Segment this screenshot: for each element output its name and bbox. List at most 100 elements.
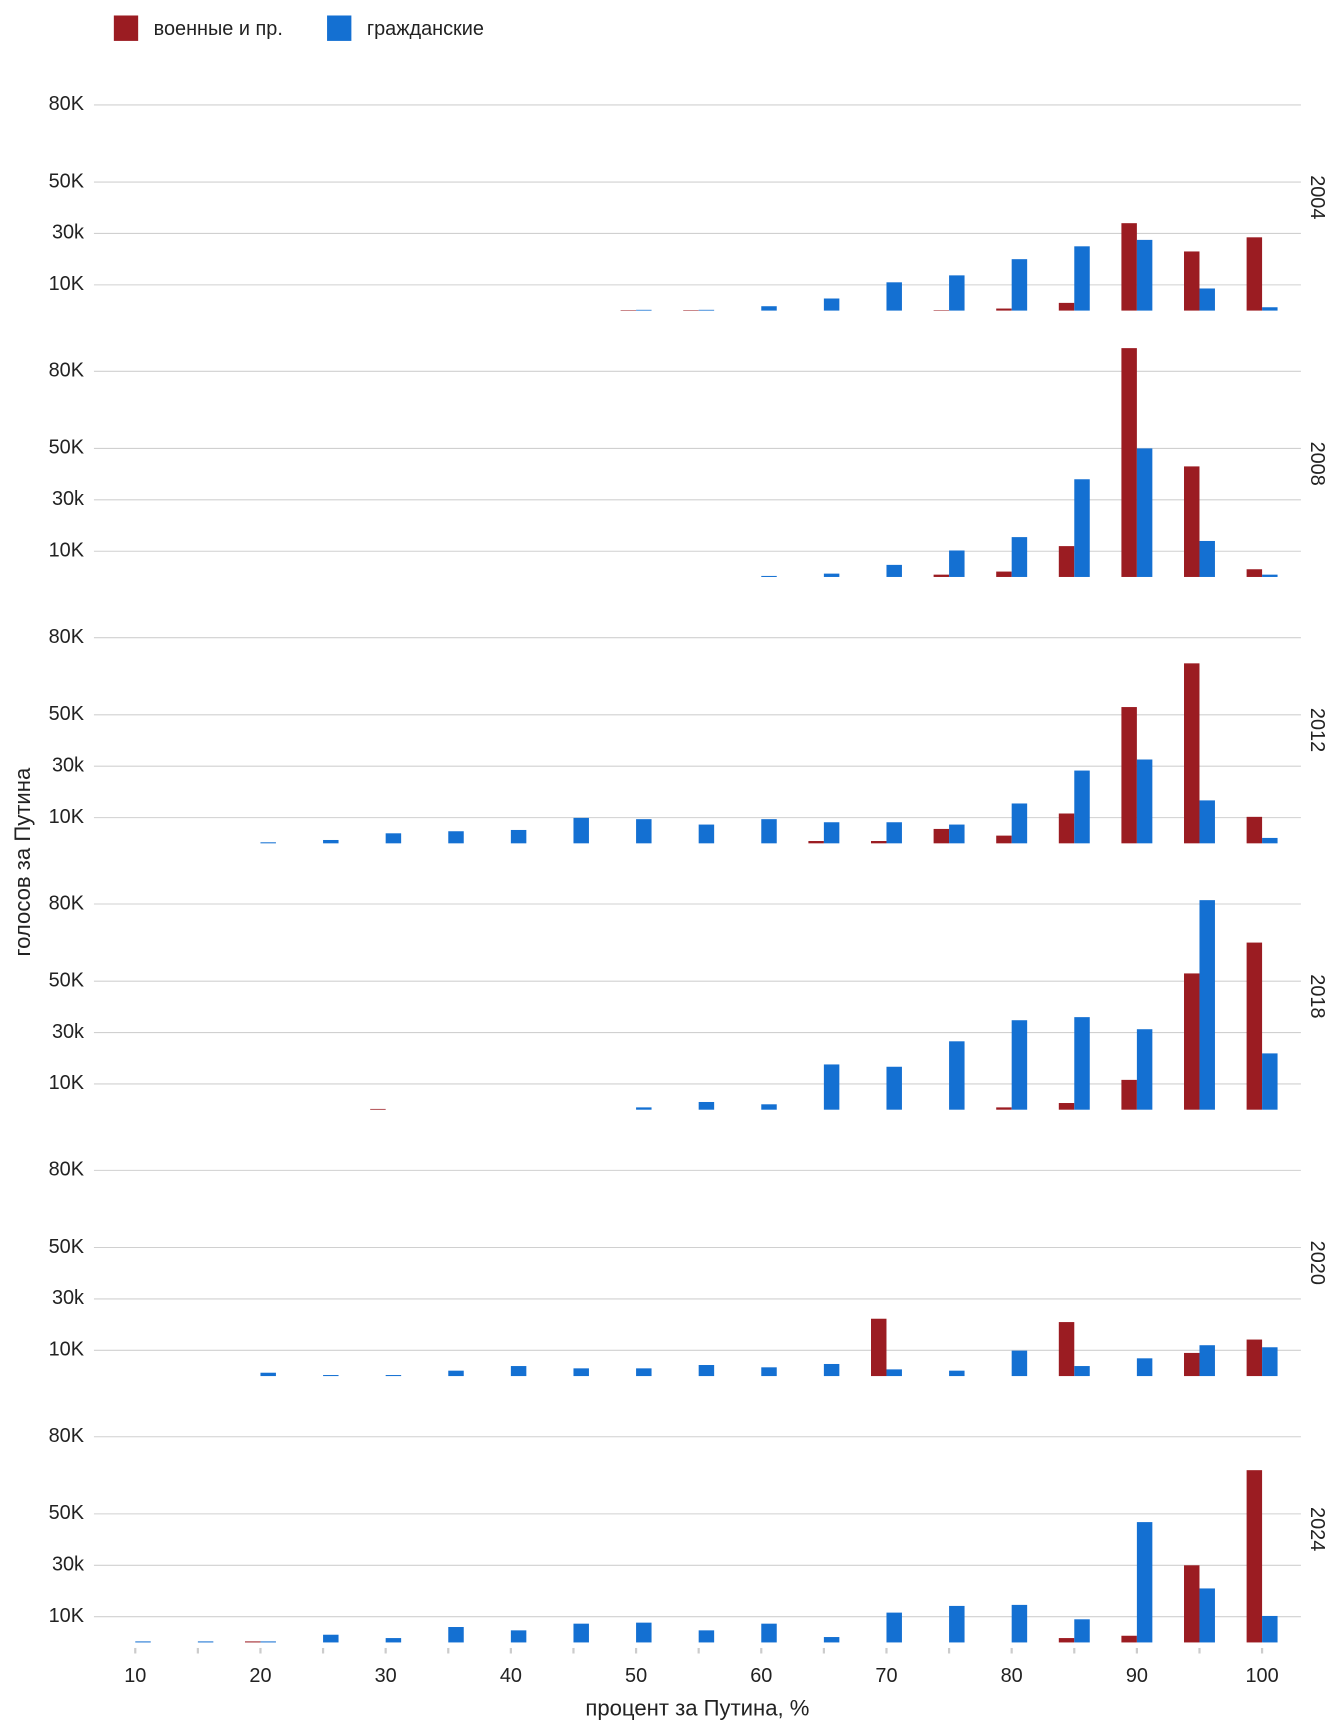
bar bbox=[1262, 307, 1278, 311]
bar bbox=[761, 1104, 777, 1110]
bar bbox=[1074, 1017, 1090, 1110]
y-tick-label: 30k bbox=[52, 222, 84, 244]
bar bbox=[1246, 1470, 1263, 1643]
bar bbox=[933, 574, 950, 577]
y-tick-label: 10K bbox=[49, 540, 85, 562]
y-tick-label: 10K bbox=[49, 1605, 85, 1627]
bar bbox=[620, 310, 637, 311]
bar bbox=[823, 1363, 840, 1377]
bar bbox=[1246, 942, 1263, 1110]
bar bbox=[1121, 348, 1137, 577]
bar bbox=[949, 1370, 965, 1377]
bar bbox=[1184, 973, 1200, 1110]
y-tick-label: 50K bbox=[49, 1502, 85, 1524]
y-tick-label: 80K bbox=[49, 1425, 85, 1447]
bar bbox=[1074, 1619, 1090, 1643]
bar bbox=[886, 282, 902, 311]
bar bbox=[1262, 1053, 1278, 1110]
bar bbox=[636, 1107, 652, 1110]
bar bbox=[260, 1372, 276, 1377]
bar bbox=[823, 298, 840, 311]
bar bbox=[1184, 663, 1200, 844]
legend-swatch bbox=[327, 15, 352, 41]
bar bbox=[1074, 479, 1090, 577]
bar bbox=[385, 1638, 402, 1643]
bar bbox=[871, 841, 887, 844]
bar bbox=[761, 1623, 777, 1643]
bar bbox=[1199, 1588, 1215, 1643]
bar bbox=[996, 835, 1012, 844]
bar bbox=[1136, 759, 1153, 844]
bar bbox=[1199, 540, 1215, 577]
bar bbox=[323, 839, 339, 844]
bar bbox=[1184, 1352, 1200, 1377]
bar bbox=[1246, 1339, 1263, 1377]
bar bbox=[886, 1369, 902, 1377]
y-tick-label: 80K bbox=[49, 360, 85, 382]
bar bbox=[260, 842, 276, 844]
bar bbox=[1121, 707, 1137, 844]
x-tick-label: 100 bbox=[1245, 1665, 1278, 1687]
bar bbox=[1058, 1103, 1075, 1110]
bar bbox=[823, 1064, 840, 1110]
bar bbox=[698, 309, 715, 311]
bar bbox=[698, 1365, 715, 1377]
bar bbox=[1199, 800, 1215, 844]
bar bbox=[761, 306, 777, 311]
bar bbox=[698, 824, 715, 844]
bar bbox=[1058, 302, 1075, 311]
bar bbox=[761, 1367, 777, 1377]
bar bbox=[949, 275, 965, 311]
facet-label: 2024 bbox=[1306, 1507, 1328, 1551]
y-axis-label: голосов за Путина bbox=[10, 767, 35, 956]
bar bbox=[1136, 448, 1153, 577]
bar bbox=[871, 1318, 887, 1377]
bar bbox=[510, 829, 527, 844]
bar bbox=[323, 1375, 339, 1377]
bar bbox=[135, 1641, 151, 1643]
bar bbox=[1121, 223, 1137, 311]
y-tick-label: 30k bbox=[52, 1287, 84, 1309]
y-tick-label: 10K bbox=[49, 273, 85, 295]
bar bbox=[636, 819, 652, 844]
bar bbox=[1074, 770, 1090, 844]
bar bbox=[370, 1108, 386, 1110]
bar bbox=[385, 833, 402, 844]
bar bbox=[1011, 1350, 1028, 1377]
x-tick-label: 80 bbox=[1001, 1665, 1023, 1687]
bar bbox=[949, 824, 965, 844]
bar bbox=[949, 1605, 965, 1643]
y-tick-label: 80K bbox=[49, 1159, 85, 1181]
y-tick-label: 30k bbox=[52, 1021, 84, 1043]
bar bbox=[1011, 1020, 1028, 1110]
y-tick-label: 50K bbox=[49, 703, 85, 725]
bar bbox=[886, 564, 902, 577]
y-tick-label: 10K bbox=[49, 806, 85, 828]
bar bbox=[1184, 466, 1200, 577]
bar bbox=[1184, 251, 1200, 311]
x-tick-label: 30 bbox=[375, 1665, 397, 1687]
bar bbox=[1184, 1565, 1200, 1643]
facet-label: 2020 bbox=[1306, 1241, 1328, 1285]
bar bbox=[761, 819, 777, 844]
bar bbox=[1136, 239, 1153, 311]
y-tick-label: 50K bbox=[49, 969, 85, 991]
bar bbox=[996, 1107, 1012, 1110]
bar bbox=[385, 1375, 402, 1377]
bar bbox=[1262, 837, 1278, 844]
bar bbox=[448, 831, 464, 844]
facet-label: 2018 bbox=[1306, 974, 1328, 1018]
bar bbox=[1058, 1322, 1075, 1377]
bar bbox=[886, 1612, 902, 1643]
bar bbox=[1074, 246, 1090, 311]
bar bbox=[1011, 259, 1028, 311]
legend-label: гражданские bbox=[367, 18, 484, 40]
bar bbox=[1246, 569, 1263, 577]
y-tick-label: 50K bbox=[49, 170, 85, 192]
y-tick-label: 30k bbox=[52, 1554, 84, 1576]
y-tick-label: 50K bbox=[49, 1236, 85, 1258]
bar bbox=[1121, 1079, 1137, 1110]
bar bbox=[886, 1066, 902, 1110]
bar bbox=[1262, 574, 1278, 577]
